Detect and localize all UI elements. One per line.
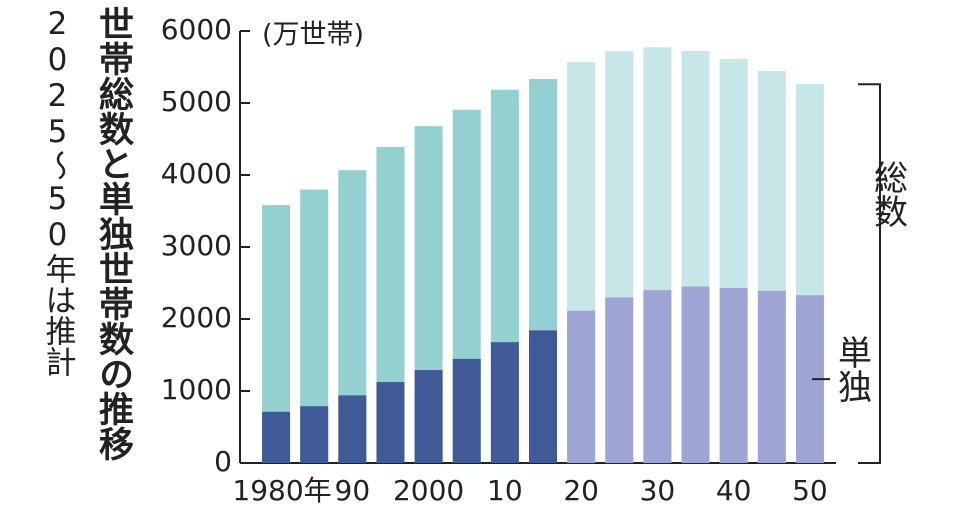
- bar: [719, 288, 748, 463]
- x-tick-label: 2000: [393, 474, 464, 507]
- bar: [757, 290, 786, 463]
- bar: [529, 330, 557, 463]
- bar: [452, 358, 481, 463]
- bar: [414, 370, 443, 463]
- y-tick-label: 4000: [161, 157, 232, 190]
- chart-title: 世帯総数と単独世帯数の推移: [93, 6, 134, 461]
- bar: [605, 297, 634, 463]
- y-tick-label: 3000: [161, 229, 232, 262]
- bar: [262, 411, 291, 463]
- bar: [643, 290, 672, 463]
- x-tick-label: 1980年: [232, 474, 331, 507]
- unit-label: (万世帯): [262, 20, 364, 51]
- bar: [338, 395, 367, 463]
- bar: [376, 382, 405, 463]
- bar: [567, 310, 596, 463]
- y-tick-label: 6000: [161, 13, 232, 46]
- x-tick-label: 50: [792, 474, 828, 507]
- x-tick-label: 90: [335, 474, 371, 507]
- x-tick-label: 10: [487, 474, 523, 507]
- bracket: [858, 83, 881, 464]
- y-tick-label: 2000: [161, 301, 232, 334]
- bar: [490, 342, 519, 463]
- y-tick-label: 0: [214, 445, 232, 478]
- x-tick-label: 20: [563, 474, 599, 507]
- y-tick-label: 5000: [161, 85, 232, 118]
- x-tick-label: 40: [716, 474, 752, 507]
- x-tick-label: 30: [640, 474, 676, 507]
- legend-label: 総数: [868, 160, 908, 228]
- legend-label: 単独: [832, 335, 872, 403]
- bar: [681, 286, 710, 463]
- y-tick-label: 1000: [161, 373, 232, 406]
- bar: [300, 406, 329, 463]
- chart-subtitle: 2025〜50年は推計: [40, 6, 77, 377]
